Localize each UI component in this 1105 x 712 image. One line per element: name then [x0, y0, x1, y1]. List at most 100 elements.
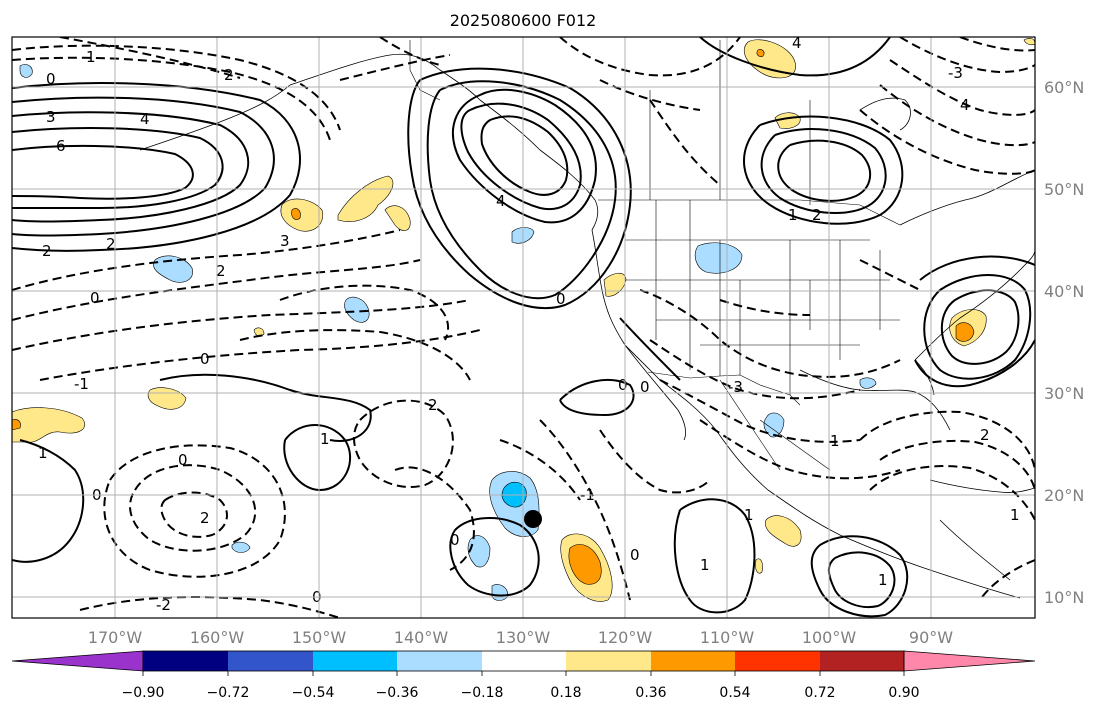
coast-west-usa	[591, 229, 661, 381]
colorbar-bin	[651, 651, 735, 671]
colorbar-tick-label: 0.72	[804, 685, 835, 701]
lat-label: 20°N	[1044, 486, 1084, 505]
colorbar-bin	[228, 651, 313, 671]
colorbar-extend-left	[11, 650, 144, 672]
colorbar-extend-right	[903, 650, 1036, 672]
point-marker	[524, 510, 542, 528]
colorbar-tick-label: −0.72	[207, 685, 250, 701]
contour-label: 1	[320, 430, 330, 448]
coast-gulf	[799, 369, 951, 431]
colorbar-tick-label: −0.18	[461, 685, 504, 701]
contour-label: 1	[830, 432, 840, 450]
colorbar-bin	[143, 651, 228, 671]
shade-yellow-2	[384, 205, 411, 231]
contour-label: 2	[106, 235, 116, 253]
contour-label: 2	[428, 396, 438, 414]
shade-yellow-12	[253, 327, 265, 337]
contour-label: 0	[556, 290, 566, 308]
coast-hudson	[859, 97, 911, 131]
contour-label: -3	[728, 378, 743, 396]
coast-east	[914, 249, 1035, 361]
contour-label: 2	[224, 66, 234, 84]
shade-lightblue-11	[19, 64, 33, 78]
shade-yellow-11	[1023, 38, 1035, 46]
shade-orange-2	[12, 419, 21, 431]
colorbar-tick-label: 0.18	[550, 685, 581, 701]
contour-label: 1	[86, 48, 96, 66]
shade-lightblue-4	[694, 242, 743, 274]
colorbar-tick-label: −0.90	[122, 685, 165, 701]
colorbar-bin	[566, 651, 651, 671]
colorbar-ticks	[142, 671, 905, 676]
contour-label: 2	[812, 206, 822, 224]
colorbar-bin	[482, 651, 566, 671]
shaded-areas	[12, 38, 1035, 602]
lon-label: 110°W	[700, 628, 755, 647]
colorbar-bin	[820, 651, 904, 671]
lon-label: 100°W	[802, 628, 857, 647]
border-mexico-2	[759, 419, 831, 471]
contour-label: 6	[56, 137, 66, 155]
contour-label: 0	[450, 531, 460, 549]
contour-label: 1	[700, 556, 710, 574]
lat-label: 50°N	[1044, 180, 1084, 199]
lat-label: 60°N	[1044, 78, 1084, 97]
contour-label: 4	[792, 34, 802, 52]
coast-mexico	[659, 379, 1021, 599]
map-frame	[11, 36, 1036, 619]
coast-central-am	[939, 519, 1011, 581]
shade-yellow-3	[280, 198, 323, 232]
lat-label: 10°N	[1044, 588, 1084, 607]
contour-label: 4	[496, 192, 506, 210]
contour-label: 0	[630, 546, 640, 564]
contour-label: 1	[1010, 506, 1020, 524]
colorbar: −0.90 −0.72 −0.54 −0.36 −0.18 0.18 0.36 …	[11, 650, 1036, 701]
shade-yellow-1	[337, 175, 394, 222]
contour-label: 4	[140, 110, 150, 128]
lon-label: 160°W	[190, 628, 245, 647]
shade-orange-4	[568, 544, 602, 585]
colorbar-bin	[313, 651, 397, 671]
contours-dashed	[12, 37, 1035, 618]
colorbar-tick-label: −0.36	[376, 685, 419, 701]
shade-yellow-9	[765, 515, 802, 547]
colorbar-tick-label: 0.36	[635, 685, 666, 701]
colorbar-bin	[397, 651, 482, 671]
shade-orange-3	[955, 322, 975, 342]
gridlines	[12, 37, 1035, 618]
contour-label: 1	[38, 444, 48, 462]
contour-label: 0	[200, 350, 210, 368]
lon-label: 150°W	[292, 628, 347, 647]
border-us-canada	[598, 199, 901, 226]
map-panel: 1 0 3 4 6 2 2 2 0 0 -1 -1 0 1 2 1 4 0 1 …	[11, 34, 1036, 619]
contour-label: -1	[74, 375, 89, 393]
colorbar-tick-label: 0.90	[888, 685, 919, 701]
colorbar-tick-label: 0.54	[719, 685, 750, 701]
lon-label: 170°W	[88, 628, 143, 647]
contour-label: -2	[156, 596, 171, 614]
map-title: 2025080600 F012	[450, 11, 597, 30]
contour-label: 1	[878, 571, 888, 589]
contour-label: 0	[640, 378, 650, 396]
shade-lightblue-8	[467, 535, 491, 568]
contour-label: 0	[46, 70, 56, 88]
contour-label: 0	[618, 376, 628, 394]
latitude-labels: 60°N 50°N 40°N 30°N 20°N 10°N	[1044, 78, 1084, 607]
coast-alaska	[289, 53, 599, 231]
border-mexico-1	[719, 379, 781, 471]
contour-label: -3	[948, 64, 963, 82]
contour-label: 4	[960, 96, 970, 114]
coast-aleutian	[139, 84, 291, 151]
contour-label: 3	[280, 232, 290, 250]
contour-label: 3	[46, 108, 56, 126]
lat-label: 30°N	[1044, 384, 1084, 403]
coastlines	[139, 53, 1035, 599]
contour-label: 0	[90, 289, 100, 307]
contour-label: 0	[178, 451, 188, 469]
shade-lightblue-2	[344, 296, 370, 323]
shade-yellow-ne	[744, 39, 796, 79]
colorbar-bin	[735, 651, 820, 671]
coast-canada-e	[899, 169, 1035, 226]
coast-baja	[624, 344, 686, 441]
